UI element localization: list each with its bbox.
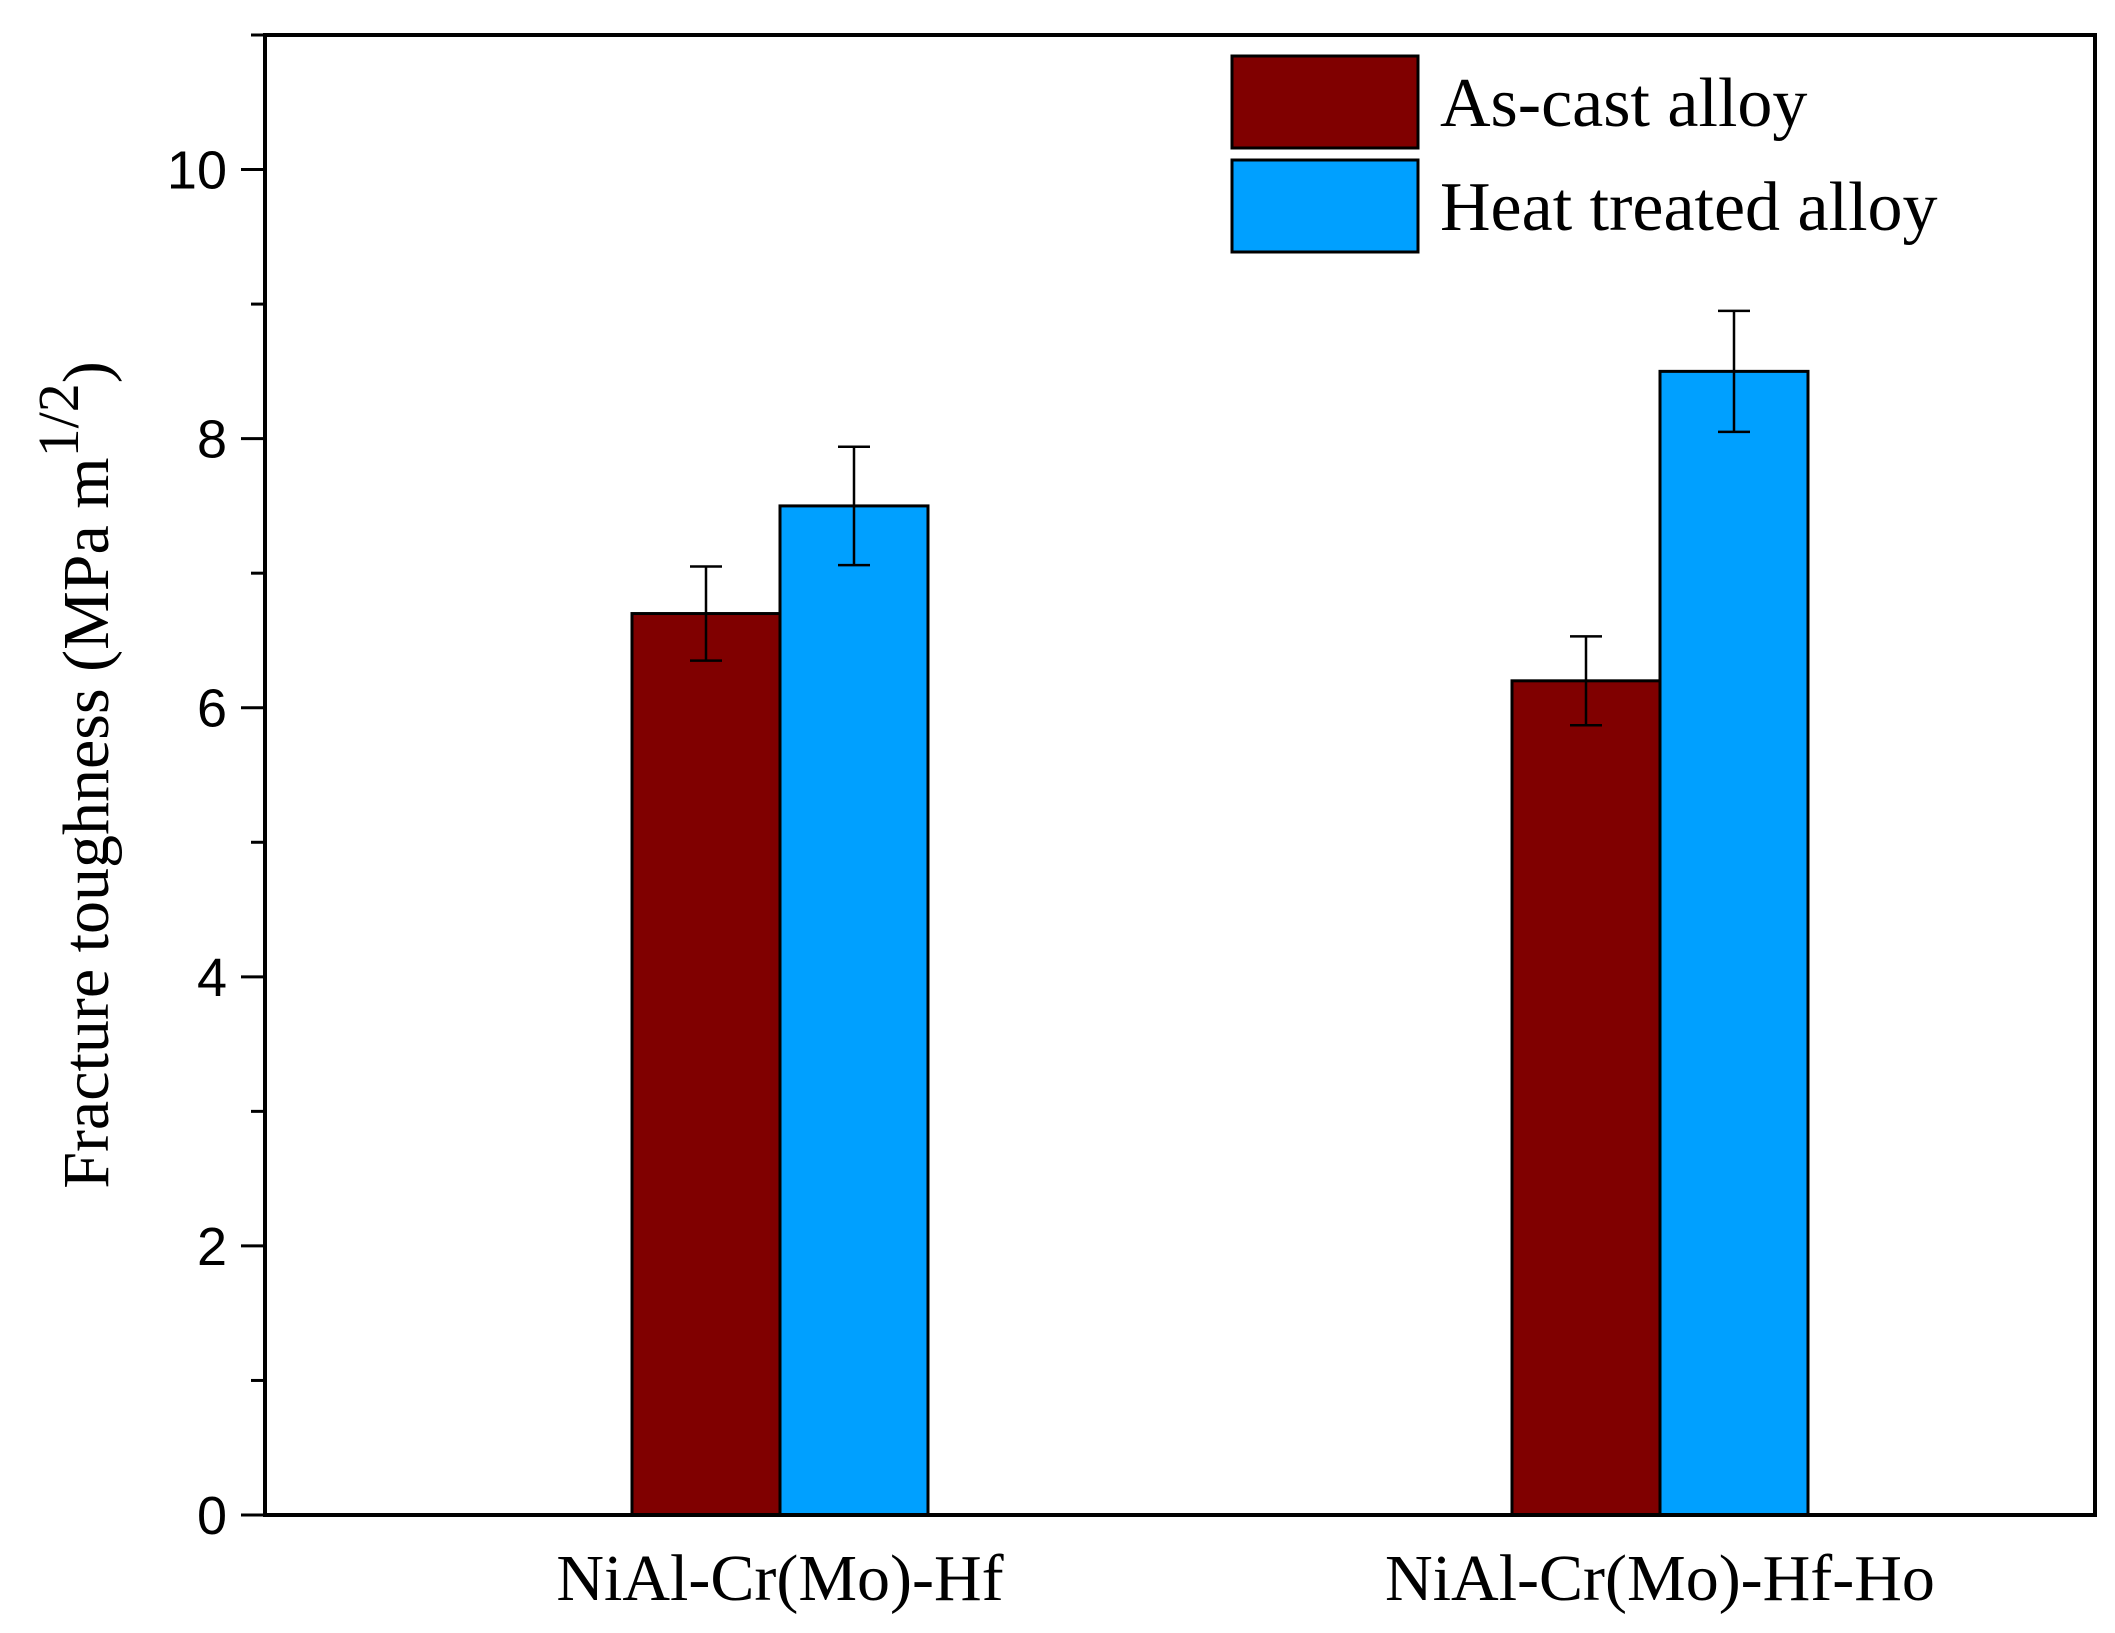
legend-label-heat-treated: Heat treated alloy [1440,169,1938,246]
legend-swatch-heat-treated [1230,158,1420,254]
bar-as-cast [1510,679,1662,1517]
bars-layer [630,369,1810,1517]
y-tick-label: 6 [197,679,227,739]
bar-heat-treated [778,504,930,1517]
y-axis-label-main: Fracture toughness (MPa m [50,457,123,1188]
y-axis-label-superscript: 1/2 [26,383,91,457]
y-tick-label: 10 [167,141,227,201]
plot-frame [263,33,2097,1517]
bar-heat-treated [1658,369,1810,1517]
y-tick-label: 4 [197,948,227,1008]
y-axis-label: Fracture toughness (MPa m1/2) [26,361,123,1189]
y-axis-label-close: ) [50,361,123,383]
y-axis: 0 2 4 6 8 10 [167,33,265,1546]
x-tick-label: NiAl-Cr(Mo)-Hf [556,1542,1003,1615]
x-tick-label: NiAl-Cr(Mo)-Hf-Ho [1385,1542,1935,1615]
legend-swatch-as-cast [1230,54,1420,150]
x-axis: NiAl-Cr(Mo)-Hf NiAl-Cr(Mo)-Hf-Ho [556,1542,1935,1615]
legend: As-cast alloy Heat treated alloy [1230,54,1938,254]
y-tick-label: 2 [197,1217,227,1277]
y-tick-label: 8 [197,410,227,470]
legend-label-as-cast: As-cast alloy [1440,65,1807,142]
y-tick-label: 0 [197,1486,227,1546]
bar-as-cast [630,612,782,1517]
errorbars-layer [690,309,1750,727]
